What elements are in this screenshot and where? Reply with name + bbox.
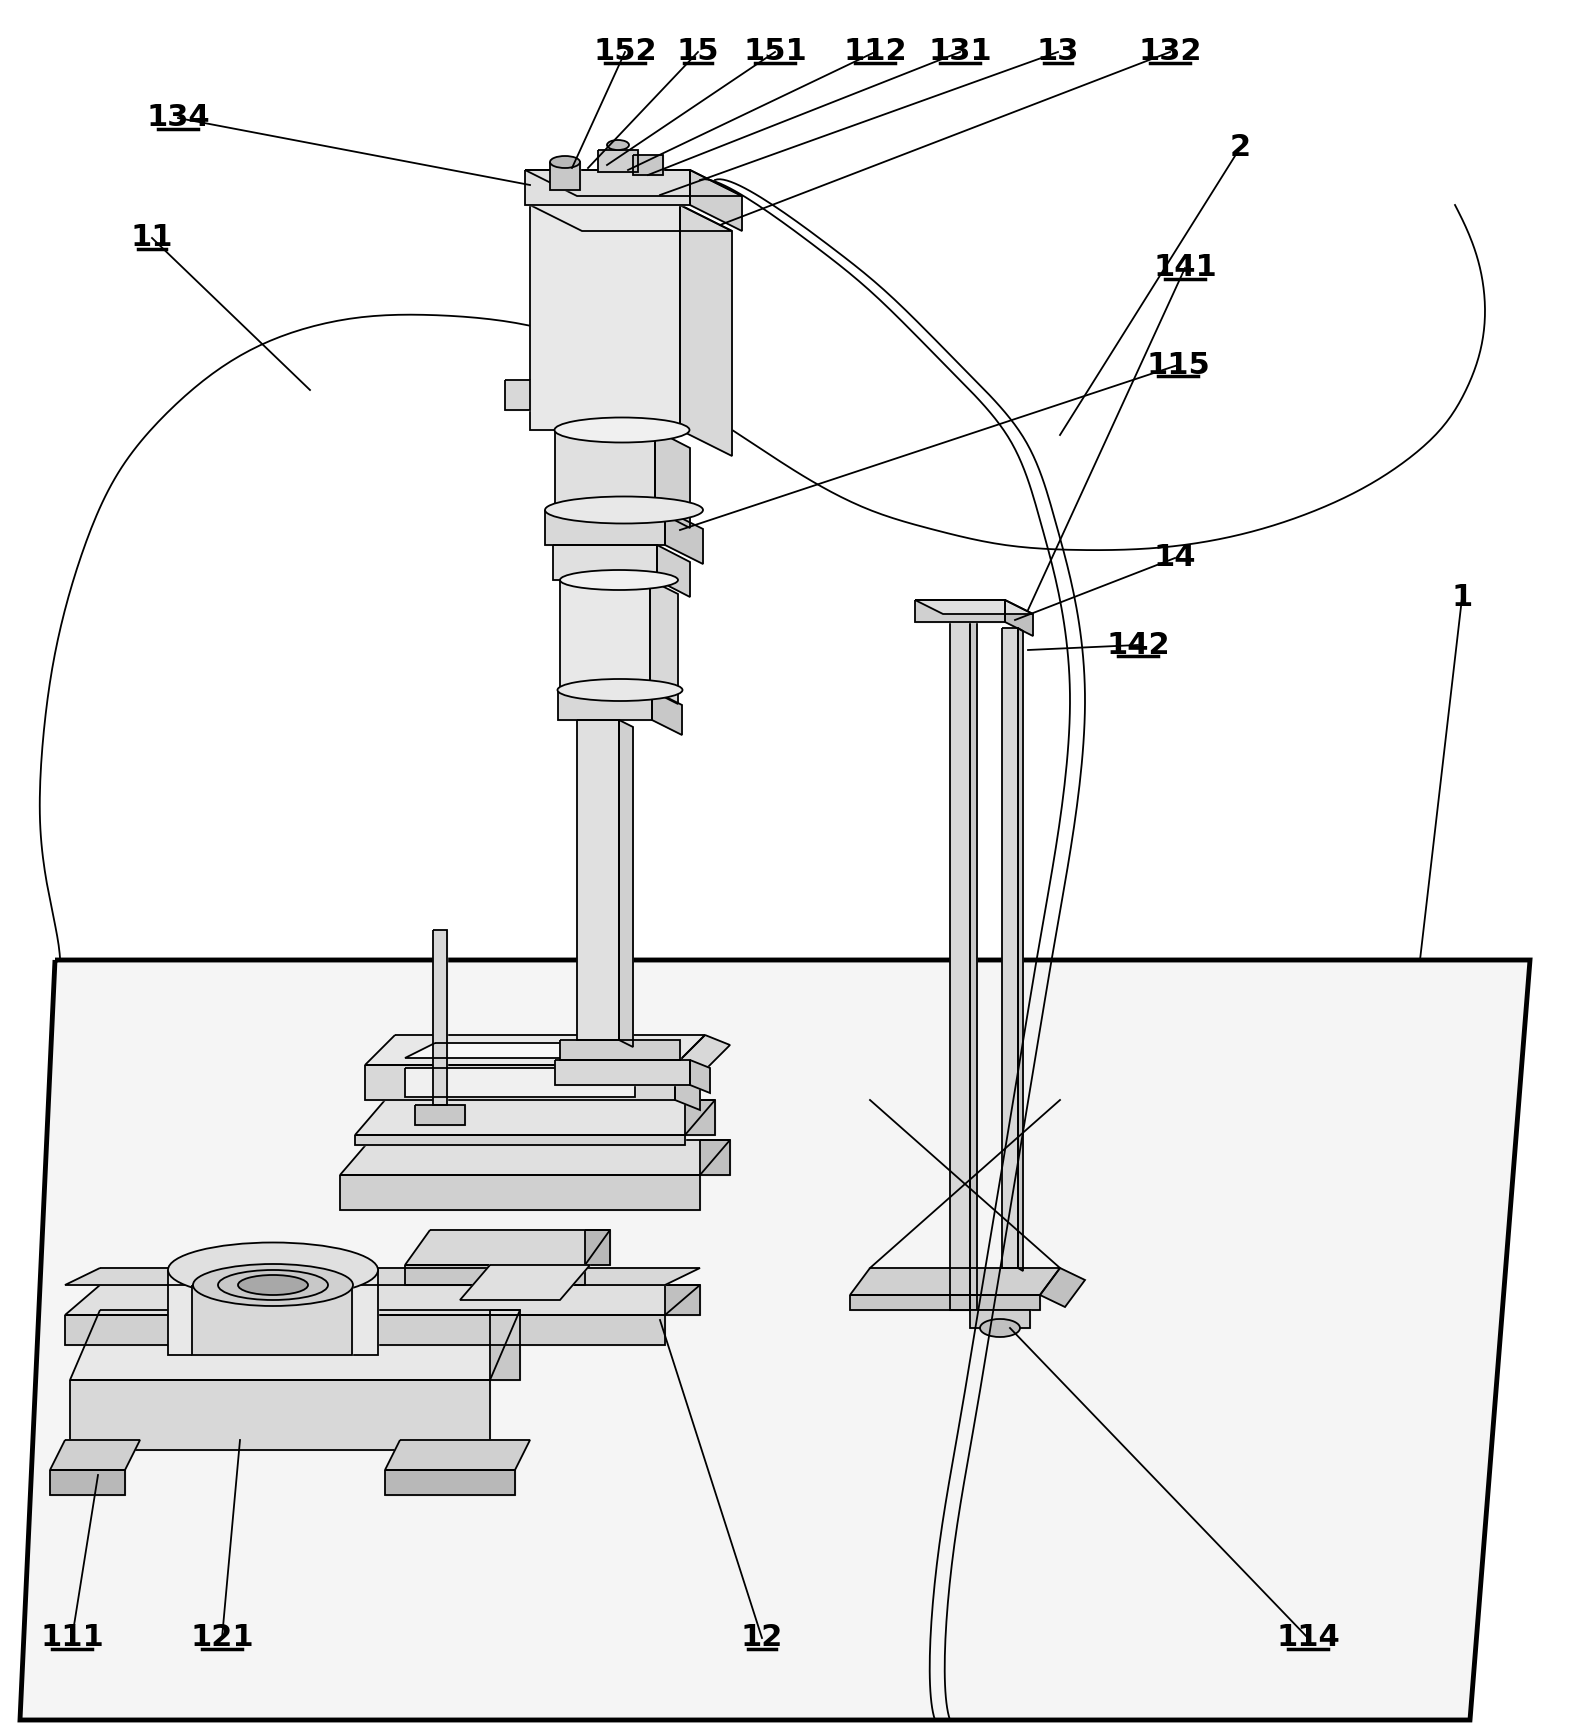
Polygon shape	[656, 431, 690, 528]
Text: 131: 131	[928, 38, 991, 66]
Polygon shape	[530, 205, 679, 431]
Polygon shape	[652, 689, 682, 734]
Ellipse shape	[559, 569, 678, 590]
Polygon shape	[553, 545, 657, 580]
Polygon shape	[385, 1470, 515, 1495]
Polygon shape	[665, 1285, 700, 1314]
Polygon shape	[1005, 601, 1032, 635]
Text: 151: 151	[744, 38, 807, 66]
Polygon shape	[385, 1439, 530, 1470]
Text: 12: 12	[741, 1623, 783, 1653]
Polygon shape	[675, 1064, 700, 1109]
Polygon shape	[550, 161, 580, 189]
Polygon shape	[490, 1311, 520, 1380]
Polygon shape	[169, 1271, 378, 1356]
Text: 152: 152	[593, 38, 657, 66]
Text: 132: 132	[1138, 38, 1202, 66]
Polygon shape	[20, 960, 1530, 1720]
Polygon shape	[916, 601, 1032, 615]
Ellipse shape	[550, 156, 580, 168]
Polygon shape	[634, 155, 663, 175]
Polygon shape	[355, 1101, 716, 1135]
Polygon shape	[690, 170, 742, 231]
Polygon shape	[657, 545, 690, 597]
Polygon shape	[405, 1231, 610, 1266]
Polygon shape	[192, 1285, 351, 1356]
Polygon shape	[525, 170, 742, 196]
Ellipse shape	[169, 1243, 378, 1297]
Polygon shape	[1040, 1267, 1084, 1307]
Polygon shape	[405, 1266, 585, 1285]
Polygon shape	[65, 1314, 665, 1345]
Text: 14: 14	[1154, 543, 1196, 573]
Text: 142: 142	[1106, 630, 1169, 660]
Polygon shape	[665, 510, 703, 564]
Ellipse shape	[238, 1274, 307, 1295]
Text: 111: 111	[39, 1623, 104, 1653]
Polygon shape	[504, 380, 530, 410]
Polygon shape	[405, 1043, 665, 1057]
Polygon shape	[969, 1311, 1031, 1328]
Ellipse shape	[217, 1271, 328, 1300]
Polygon shape	[679, 205, 731, 457]
Polygon shape	[433, 930, 448, 1106]
Ellipse shape	[980, 1319, 1020, 1337]
Polygon shape	[65, 1267, 700, 1285]
Polygon shape	[50, 1439, 140, 1470]
Text: 1: 1	[1451, 583, 1472, 613]
Ellipse shape	[555, 417, 689, 443]
Text: 115: 115	[1146, 351, 1210, 380]
Polygon shape	[585, 1231, 610, 1266]
Polygon shape	[619, 720, 634, 1047]
Polygon shape	[355, 1135, 686, 1146]
Polygon shape	[700, 1141, 730, 1175]
Polygon shape	[525, 170, 690, 205]
Polygon shape	[65, 1285, 700, 1314]
Polygon shape	[555, 431, 656, 510]
Text: 112: 112	[843, 38, 906, 66]
Text: 11: 11	[131, 224, 173, 252]
Polygon shape	[649, 580, 678, 705]
Text: 2: 2	[1229, 134, 1251, 163]
Ellipse shape	[545, 496, 703, 524]
Polygon shape	[405, 1068, 635, 1097]
Text: 13: 13	[1037, 38, 1080, 66]
Polygon shape	[950, 601, 969, 1311]
Polygon shape	[849, 1267, 1061, 1295]
Polygon shape	[1002, 628, 1018, 1267]
Polygon shape	[545, 510, 665, 545]
Polygon shape	[969, 601, 977, 1314]
Text: 134: 134	[147, 104, 210, 132]
Polygon shape	[555, 1061, 690, 1085]
Polygon shape	[366, 1064, 675, 1101]
Text: 141: 141	[1154, 253, 1217, 283]
Polygon shape	[340, 1175, 700, 1210]
Text: 15: 15	[676, 38, 719, 66]
Polygon shape	[340, 1141, 730, 1175]
Polygon shape	[686, 1101, 716, 1135]
Polygon shape	[916, 601, 1005, 621]
Polygon shape	[849, 1295, 1040, 1311]
Polygon shape	[597, 149, 638, 172]
Polygon shape	[69, 1311, 520, 1380]
Polygon shape	[69, 1380, 490, 1450]
Polygon shape	[50, 1470, 125, 1495]
Polygon shape	[577, 720, 619, 1040]
Polygon shape	[559, 580, 649, 689]
Polygon shape	[690, 1061, 711, 1094]
Text: 114: 114	[1277, 1623, 1340, 1653]
Ellipse shape	[607, 141, 629, 149]
Polygon shape	[530, 205, 731, 231]
Polygon shape	[414, 1106, 465, 1125]
Polygon shape	[558, 689, 652, 720]
Polygon shape	[366, 1035, 704, 1064]
Ellipse shape	[558, 679, 682, 701]
Ellipse shape	[192, 1264, 353, 1305]
Polygon shape	[1018, 628, 1023, 1271]
Polygon shape	[460, 1266, 589, 1300]
Text: 121: 121	[191, 1623, 254, 1653]
Polygon shape	[559, 1040, 679, 1061]
Polygon shape	[675, 1035, 730, 1075]
